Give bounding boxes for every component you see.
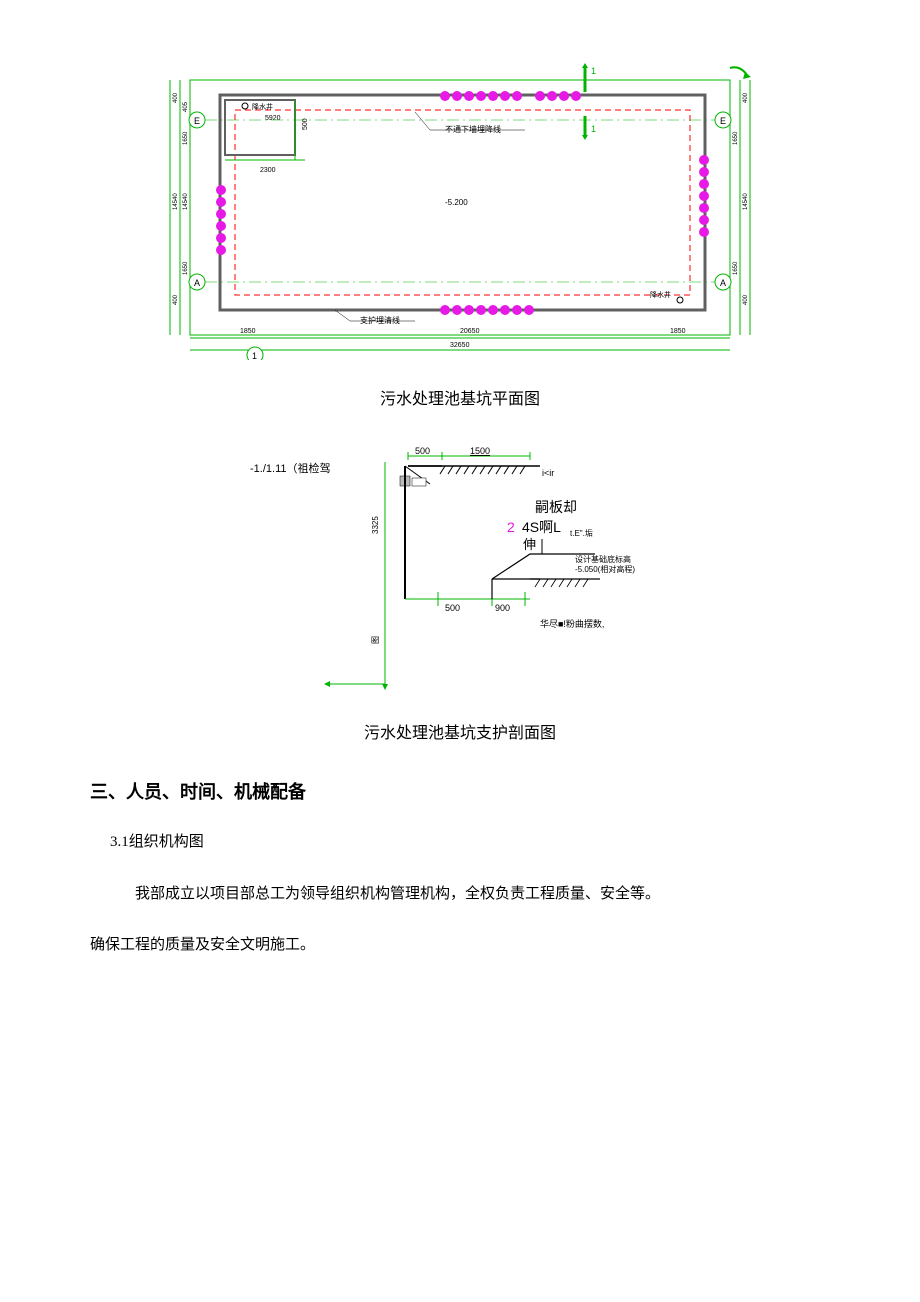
section-3-heading: 三、人员、时间、机械配备 xyxy=(90,778,830,804)
dim-text: 1500 xyxy=(470,446,490,456)
dim-text: 400 xyxy=(173,92,179,103)
dim-text: 2300 xyxy=(260,167,276,174)
dim-text: 1850 xyxy=(670,328,686,335)
grid-label: 1 xyxy=(252,351,257,360)
dim-text: 500 xyxy=(445,603,460,613)
section-label: 4S啊L xyxy=(522,519,561,535)
plan-diagram-container: 500 5920 2300 降水井 降水井 xyxy=(90,60,830,360)
dim-text: 1650 xyxy=(733,261,739,275)
section-label: -5.050(相对高程) xyxy=(575,564,635,574)
dim-text: 500 xyxy=(415,446,430,456)
dim-text: 5920 xyxy=(265,115,281,122)
drain-well-label: 降水井 xyxy=(252,102,273,111)
section-label: t.E".垢 xyxy=(570,528,593,538)
dim-text: 20650 xyxy=(460,328,480,335)
grid-label: E xyxy=(720,116,726,126)
note-label: 支护埋清线 xyxy=(360,315,400,325)
body-paragraph: 我部成立以项目部总工为领导组织机构管理机构，全权负责工程质量、安全等。 xyxy=(90,878,830,911)
dim-text: 1650 xyxy=(183,131,189,145)
dim-text: 32650 xyxy=(450,342,470,349)
drain-well-label: 降水井 xyxy=(650,290,671,299)
grid-label: E xyxy=(194,116,200,126)
note-label: 不通下墙埋降线 xyxy=(445,124,501,134)
dim-text: 图 xyxy=(371,636,380,644)
section-label: 华尽■!粉曲摆数, xyxy=(540,618,604,629)
dim-text: 14540 xyxy=(743,193,749,210)
dim-text: 400 xyxy=(173,294,179,305)
svg-text:1: 1 xyxy=(591,66,596,76)
dim-text: 900 xyxy=(495,603,510,613)
elev-label: -5.200 xyxy=(445,198,468,207)
dim-text: 1850 xyxy=(240,328,256,335)
section-diagram: -1./1.11（祖检驾 500 1500 3325 图 i<ir xyxy=(230,444,690,694)
dim-text: 3325 xyxy=(371,516,380,534)
pile-group-right xyxy=(699,155,709,237)
dim-text: 1650 xyxy=(733,131,739,145)
section-diagram-container: -1./1.11（祖检驾 500 1500 3325 图 i<ir xyxy=(90,444,830,694)
grid-label: A xyxy=(720,278,726,288)
dim-text: 14540 xyxy=(173,193,179,210)
section-label: 2 xyxy=(507,519,515,535)
grid-label: A xyxy=(194,278,200,288)
dim-text: 400 xyxy=(743,294,749,305)
dim-text: 400 xyxy=(743,92,749,103)
subsection-3-1: 3.1组织机构图 xyxy=(110,829,830,856)
dim-text: 14540 xyxy=(183,193,189,210)
dim-text: 405 xyxy=(183,101,189,112)
svg-text:1: 1 xyxy=(591,124,596,134)
plan-caption: 污水处理池基坑平面图 xyxy=(90,385,830,409)
section-label: 嗣板却 xyxy=(535,499,577,515)
section-label: i<ir xyxy=(542,468,554,478)
section-label: 设计基础底标高 xyxy=(575,554,631,564)
dim-text: 1650 xyxy=(183,261,189,275)
section-label: -1./1.11（祖检驾 xyxy=(250,461,331,475)
section-caption: 污水处理池基坑支护剖面图 xyxy=(90,719,830,743)
body-paragraph: 确保工程的质量及安全文明施工。 xyxy=(90,929,830,962)
plan-diagram: 500 5920 2300 降水井 降水井 xyxy=(165,60,755,360)
section-label: 伸 xyxy=(523,537,536,552)
